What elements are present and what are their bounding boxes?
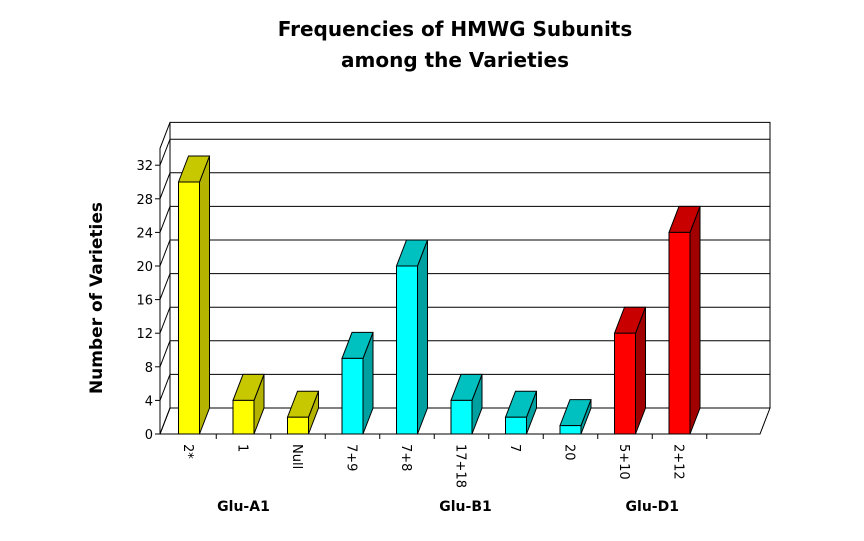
- bar: [668, 231, 691, 435]
- y-tick-label: 24: [136, 226, 153, 241]
- x-tick-label: 17+18: [453, 444, 468, 488]
- bar: [505, 416, 527, 435]
- y-tick-label: 12: [136, 327, 153, 342]
- gridline: [159, 340, 770, 367]
- bar-side: [199, 155, 210, 435]
- x-tick-label: 1: [235, 444, 250, 452]
- x-tick-label: 7+9: [344, 444, 359, 471]
- y-tick-label: 32: [136, 159, 153, 174]
- x-tick-label: Null: [289, 444, 304, 469]
- x-tick-label: 2+12: [671, 444, 686, 480]
- gridline: [159, 239, 770, 267]
- x-tick-label: 7: [507, 444, 522, 452]
- y-tick-label: 4: [145, 394, 153, 409]
- group-label: Glu-B1: [439, 499, 491, 515]
- chart-title-line-1: Frequencies of HMWG Subunits: [278, 17, 633, 41]
- x-tick-label: 20: [562, 444, 577, 461]
- gridline: [159, 172, 770, 199]
- bar: [287, 416, 309, 435]
- gridline: [159, 138, 770, 166]
- chart-title-line-2: among the Varieties: [341, 48, 569, 72]
- y-axis-label: Number of Varieties: [87, 202, 107, 394]
- y-tick-label: 20: [136, 260, 153, 275]
- x-tick-label: 7+8: [398, 444, 413, 471]
- bar: [396, 265, 418, 435]
- bar: [178, 181, 200, 435]
- gridline: [159, 205, 770, 233]
- bar: [341, 357, 364, 435]
- bar-side: [689, 206, 701, 435]
- y-tick-label: 8: [145, 361, 153, 376]
- y-tick-label: 0: [145, 428, 153, 443]
- y-tick-label: 16: [136, 294, 153, 309]
- gridline: [159, 306, 770, 334]
- bar: [614, 332, 636, 435]
- group-label: Glu-A1: [217, 499, 270, 515]
- bar: [232, 399, 255, 435]
- group-label: Glu-D1: [626, 499, 679, 515]
- gridline: [159, 373, 770, 401]
- gridline: [159, 273, 770, 300]
- bar: [450, 399, 473, 435]
- y-tick-label: 28: [136, 193, 153, 208]
- bar-side: [417, 239, 428, 435]
- x-tick-label: 2*: [180, 444, 195, 459]
- bar: [559, 425, 582, 435]
- plot-area: 0 4 8 12 16 20 24 28 32 2* 1 Null 7+9 7+8 17+18 7 20 5+10…: [136, 121, 771, 515]
- x-tick-label: 5+10: [616, 444, 631, 480]
